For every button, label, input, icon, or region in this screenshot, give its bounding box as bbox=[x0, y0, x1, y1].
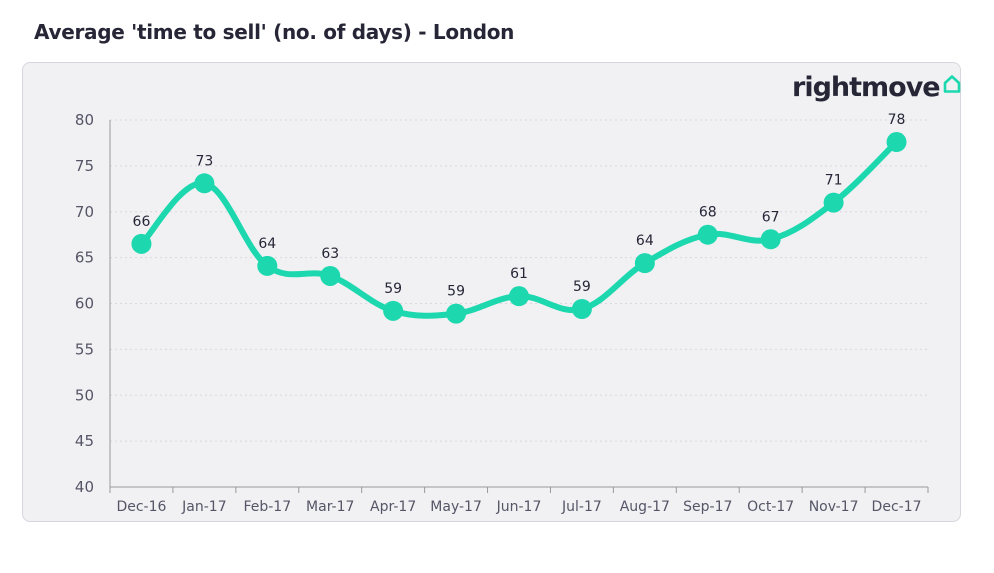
data-point bbox=[320, 265, 341, 286]
x-tick-label: Aug-17 bbox=[620, 499, 670, 515]
data-points bbox=[131, 132, 907, 324]
x-tick-label: Jun-17 bbox=[496, 499, 542, 515]
y-tick-label: 65 bbox=[75, 249, 94, 267]
data-point bbox=[194, 173, 215, 194]
x-tick-label: Dec-17 bbox=[872, 499, 922, 515]
data-point bbox=[886, 132, 907, 153]
data-label: 68 bbox=[699, 205, 717, 221]
data-labels: 66 73 64 63 59 59 61 59 64 68 67 71 78 bbox=[133, 112, 906, 300]
x-axis: Dec-16 Jan-17 Feb-17 Mar-17 Apr-17 May-17 Jun-… bbox=[109, 486, 929, 515]
data-point bbox=[383, 300, 404, 321]
y-tick-label: 40 bbox=[75, 478, 94, 496]
data-label: 66 bbox=[133, 214, 151, 230]
chart-card bbox=[22, 62, 961, 522]
data-point bbox=[257, 255, 278, 276]
grid-lines bbox=[110, 119, 928, 442]
data-label: 59 bbox=[573, 279, 591, 295]
y-tick-label: 70 bbox=[75, 203, 94, 221]
y-tick-label: 45 bbox=[75, 432, 94, 450]
rightmove-logo: rightmove bbox=[792, 70, 962, 104]
data-point bbox=[571, 299, 592, 320]
data-point bbox=[509, 286, 529, 307]
data-label: 64 bbox=[636, 233, 654, 249]
x-tick-label: Mar-17 bbox=[306, 499, 354, 515]
data-label: 67 bbox=[762, 209, 780, 225]
data-label: 71 bbox=[825, 173, 843, 189]
x-tick-label: Feb-17 bbox=[243, 499, 291, 515]
data-point bbox=[131, 233, 152, 254]
x-tick-label: Oct-17 bbox=[747, 499, 794, 515]
data-point bbox=[823, 192, 844, 213]
x-tick-label: Dec-16 bbox=[116, 499, 166, 515]
x-tick-label: May-17 bbox=[430, 499, 482, 515]
x-tick-label: Apr-17 bbox=[370, 499, 416, 515]
x-tick-label: Nov-17 bbox=[809, 499, 859, 515]
y-tick-label: 60 bbox=[75, 295, 94, 313]
y-tick-label: 55 bbox=[75, 340, 94, 358]
y-axis: 40 45 50 55 60 65 70 75 80 bbox=[75, 111, 111, 496]
data-label: 64 bbox=[258, 236, 276, 252]
data-label: 59 bbox=[384, 281, 402, 297]
data-point bbox=[697, 224, 718, 245]
data-label: 73 bbox=[195, 153, 213, 169]
y-tick-label: 50 bbox=[75, 386, 94, 404]
x-tick-label: Jul-17 bbox=[561, 499, 602, 515]
y-tick-label: 80 bbox=[75, 111, 94, 129]
x-tick-label: Jan-17 bbox=[181, 499, 226, 515]
data-point bbox=[760, 229, 781, 250]
house-outline-icon bbox=[943, 75, 960, 93]
y-tick-label: 75 bbox=[75, 157, 94, 175]
data-label: 63 bbox=[321, 246, 339, 262]
logo-text: rightmove bbox=[792, 71, 941, 103]
data-label: 61 bbox=[510, 266, 528, 282]
data-label: 59 bbox=[447, 284, 465, 300]
data-point bbox=[446, 303, 467, 324]
data-point bbox=[634, 253, 655, 274]
data-label: 78 bbox=[888, 112, 906, 128]
chart-title: Average 'time to sell' (no. of days) - L… bbox=[34, 20, 515, 44]
x-tick-label: Sep-17 bbox=[683, 499, 732, 515]
